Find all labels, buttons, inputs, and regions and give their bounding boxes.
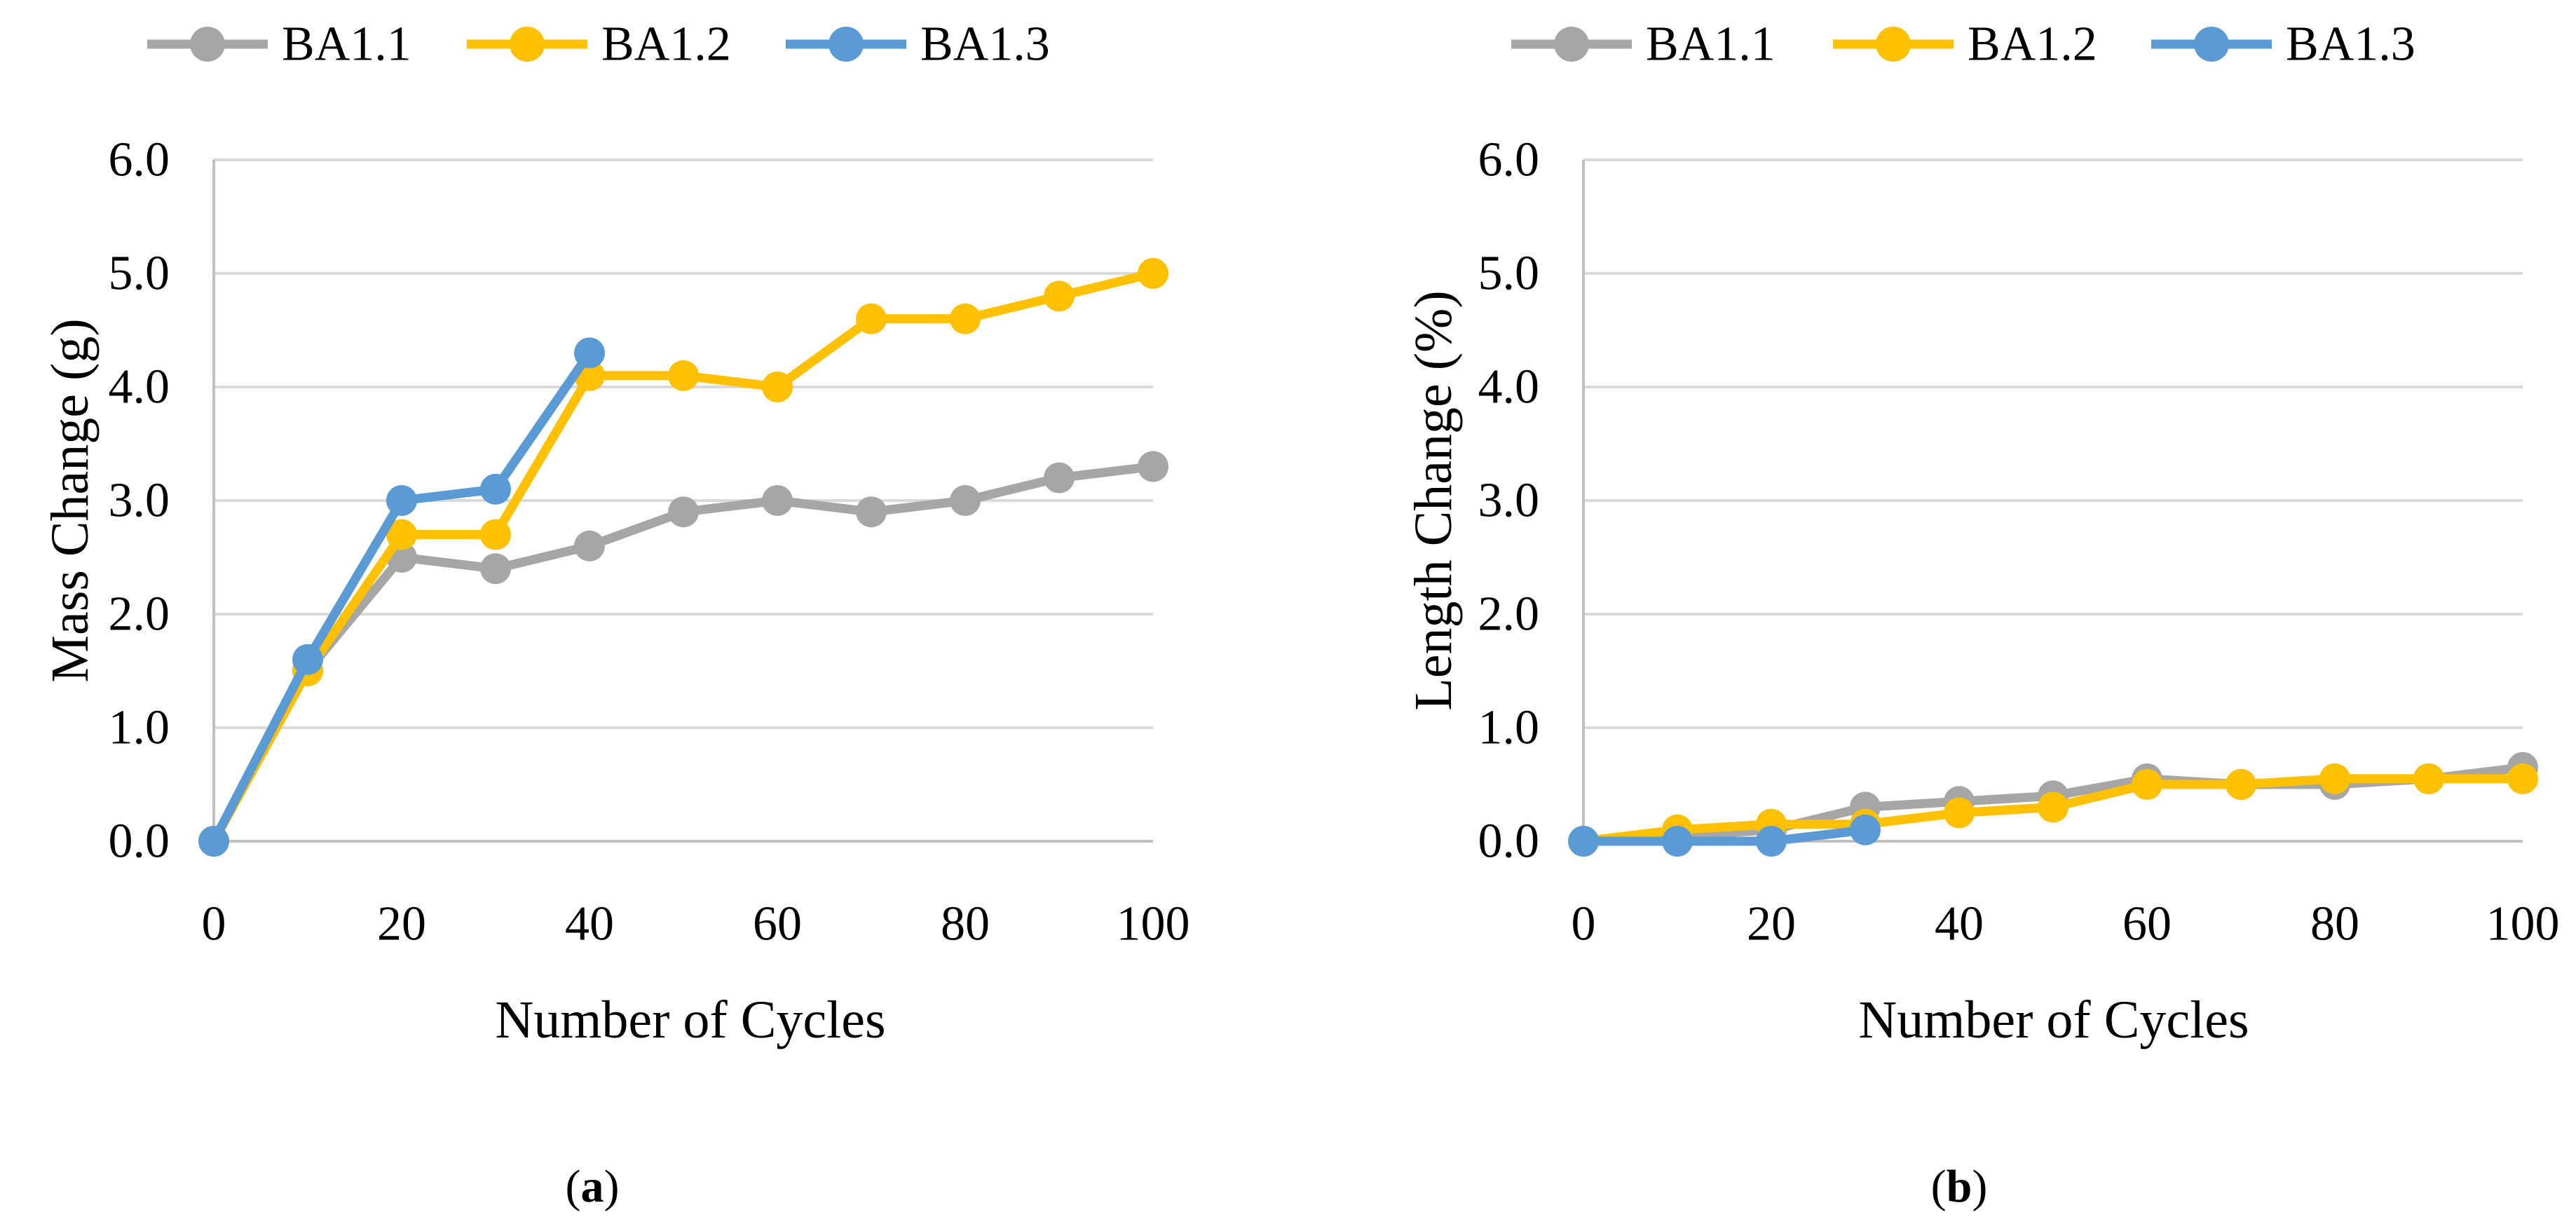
legend-item-BA1.3: BA1.3 xyxy=(2151,18,2415,72)
data-point-BA1.2 xyxy=(1138,258,1168,289)
data-point-BA1.2 xyxy=(1044,280,1075,312)
data-point-BA1.1 xyxy=(1044,462,1075,494)
y-tick-label: 0.0 xyxy=(1478,815,1540,869)
data-point-BA1.3 xyxy=(1662,826,1693,857)
legend-item-BA1.3: BA1.3 xyxy=(786,18,1050,72)
data-point-BA1.2 xyxy=(2038,791,2069,823)
x-axis-title: Number of Cycles xyxy=(495,991,885,1049)
data-point-BA1.2 xyxy=(1944,797,1975,829)
legend-marker-icon xyxy=(829,27,864,62)
y-tick-label: 5.0 xyxy=(1478,247,1540,301)
legend-marker-icon xyxy=(2194,27,2229,62)
x-tick-label: 80 xyxy=(2310,897,2359,951)
data-point-BA1.2 xyxy=(950,303,981,334)
data-point-BA1.2 xyxy=(2413,763,2444,794)
x-tick-label: 60 xyxy=(753,897,802,951)
data-point-BA1.2 xyxy=(668,360,699,391)
data-point-BA1.1 xyxy=(1138,451,1168,482)
data-point-BA1.2 xyxy=(2132,769,2162,800)
data-point-BA1.2 xyxy=(2226,769,2256,800)
x-tick-label: 20 xyxy=(377,897,426,951)
x-tick-label: 100 xyxy=(1117,897,1190,951)
y-axis-title: Length Change (%) xyxy=(1404,290,1463,710)
panel-caption: (b) xyxy=(1931,1161,1988,1212)
data-point-BA1.1 xyxy=(762,485,793,516)
legend-marker-icon xyxy=(510,27,545,62)
x-tick-label: 100 xyxy=(2486,897,2560,951)
x-tick-label: 20 xyxy=(1747,897,1796,951)
data-point-BA1.3 xyxy=(1756,826,1787,857)
data-point-BA1.2 xyxy=(2507,763,2538,794)
legend-label: BA1.1 xyxy=(282,18,411,72)
y-tick-label: 6.0 xyxy=(1478,133,1540,187)
data-point-BA1.3 xyxy=(198,826,229,857)
legend-label: BA1.2 xyxy=(1968,18,2097,72)
legend-label: BA1.1 xyxy=(1646,18,1776,72)
data-point-BA1.1 xyxy=(574,530,605,562)
data-point-BA1.1 xyxy=(480,553,511,585)
y-tick-label: 6.0 xyxy=(109,133,170,187)
x-tick-label: 0 xyxy=(202,897,226,951)
legend-label: BA1.3 xyxy=(920,18,1050,72)
series-line-BA1.3 xyxy=(1579,825,1870,846)
x-tick-label: 40 xyxy=(565,897,614,951)
data-point-BA1.2 xyxy=(386,519,417,550)
y-tick-label: 1.0 xyxy=(1478,701,1540,755)
y-axis-title: Mass Change (g) xyxy=(41,318,100,682)
data-point-BA1.1 xyxy=(950,485,981,516)
legend-item-BA1.1: BA1.1 xyxy=(1511,18,1776,72)
chart-panel-a: 0.0 1.0 2.0 3.0 4.0 5.0 6.0 0 20 40 60 80 100 BA1.1 BA… xyxy=(41,18,1190,1212)
y-tick-label: 4.0 xyxy=(109,360,170,414)
data-point-BA1.3 xyxy=(574,337,605,369)
y-tick-label: 1.0 xyxy=(109,701,170,755)
legend-marker-icon xyxy=(190,27,225,62)
y-tick-label: 4.0 xyxy=(1478,360,1540,414)
data-point-BA1.2 xyxy=(2319,763,2350,794)
y-tick-label: 3.0 xyxy=(109,474,170,528)
y-tick-label: 3.0 xyxy=(1478,474,1540,528)
y-tick-label: 0.0 xyxy=(109,815,170,869)
data-point-BA1.2 xyxy=(480,519,511,550)
x-tick-label: 40 xyxy=(1935,897,1984,951)
y-tick-label: 5.0 xyxy=(109,247,170,301)
data-point-BA1.2 xyxy=(762,372,793,402)
series-line-BA1.2 xyxy=(209,268,1158,846)
panel-caption: (a) xyxy=(566,1161,620,1212)
legend-marker-icon xyxy=(1554,27,1589,62)
legend-marker-icon xyxy=(1876,27,1911,62)
legend-label: BA1.2 xyxy=(601,18,731,72)
data-point-BA1.3 xyxy=(292,644,323,675)
data-point-BA1.1 xyxy=(668,496,699,528)
x-axis-title: Number of Cycles xyxy=(1858,991,2249,1049)
chart-panel-b: 0.0 1.0 2.0 3.0 4.0 5.0 6.0 0 20 40 60 80 100 BA1.1 BA… xyxy=(1404,18,2560,1212)
y-tick-label: 2.0 xyxy=(1478,587,1540,641)
x-tick-label: 60 xyxy=(2122,897,2172,951)
data-point-BA1.3 xyxy=(480,473,511,505)
legend-label: BA1.3 xyxy=(2286,18,2415,72)
data-point-BA1.3 xyxy=(1850,814,1881,845)
series-line-BA1.3 xyxy=(209,348,594,846)
data-point-BA1.3 xyxy=(1568,826,1599,857)
data-point-BA1.1 xyxy=(856,496,887,528)
legend-item-BA1.2: BA1.2 xyxy=(1833,18,2097,72)
data-point-BA1.2 xyxy=(856,303,887,334)
x-tick-label: 80 xyxy=(941,897,990,951)
data-point-BA1.3 xyxy=(386,485,417,516)
x-tick-label: 0 xyxy=(1572,897,1596,951)
legend-item-BA1.1: BA1.1 xyxy=(147,18,411,72)
y-tick-label: 2.0 xyxy=(109,587,170,641)
legend-item-BA1.2: BA1.2 xyxy=(467,18,731,72)
